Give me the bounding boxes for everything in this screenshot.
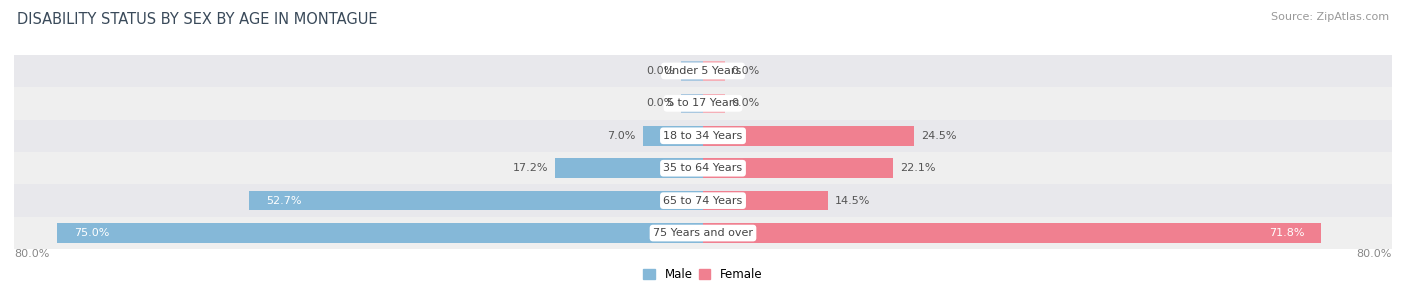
Bar bbox=[682, 61, 703, 81]
Text: 75 Years and over: 75 Years and over bbox=[652, 228, 754, 238]
Bar bbox=[14, 55, 1392, 87]
Bar bbox=[703, 158, 893, 178]
Bar bbox=[14, 87, 1392, 119]
Bar bbox=[703, 223, 1322, 243]
Text: 0.0%: 0.0% bbox=[731, 66, 759, 76]
Bar bbox=[703, 94, 724, 113]
Text: 80.0%: 80.0% bbox=[1357, 249, 1392, 259]
Bar bbox=[682, 94, 703, 113]
Bar bbox=[643, 126, 703, 146]
Text: 71.8%: 71.8% bbox=[1268, 228, 1305, 238]
Text: 65 to 74 Years: 65 to 74 Years bbox=[664, 196, 742, 206]
Text: 52.7%: 52.7% bbox=[266, 196, 302, 206]
Text: 22.1%: 22.1% bbox=[900, 163, 936, 173]
Text: 80.0%: 80.0% bbox=[14, 249, 49, 259]
Text: 0.0%: 0.0% bbox=[647, 98, 675, 108]
Text: Source: ZipAtlas.com: Source: ZipAtlas.com bbox=[1271, 12, 1389, 22]
Text: 24.5%: 24.5% bbox=[921, 131, 956, 141]
Text: 7.0%: 7.0% bbox=[607, 131, 636, 141]
Text: 14.5%: 14.5% bbox=[835, 196, 870, 206]
Text: 35 to 64 Years: 35 to 64 Years bbox=[664, 163, 742, 173]
Bar bbox=[14, 119, 1392, 152]
Bar bbox=[703, 61, 724, 81]
Text: 0.0%: 0.0% bbox=[731, 98, 759, 108]
Bar bbox=[14, 185, 1392, 217]
Text: Under 5 Years: Under 5 Years bbox=[665, 66, 741, 76]
Bar bbox=[58, 223, 703, 243]
Text: 0.0%: 0.0% bbox=[647, 66, 675, 76]
Text: 18 to 34 Years: 18 to 34 Years bbox=[664, 131, 742, 141]
Bar bbox=[555, 158, 703, 178]
Legend: Male, Female: Male, Female bbox=[638, 264, 768, 286]
Bar bbox=[14, 217, 1392, 249]
Bar bbox=[14, 152, 1392, 185]
Text: 75.0%: 75.0% bbox=[75, 228, 110, 238]
Text: 17.2%: 17.2% bbox=[513, 163, 548, 173]
Text: 5 to 17 Years: 5 to 17 Years bbox=[666, 98, 740, 108]
Text: DISABILITY STATUS BY SEX BY AGE IN MONTAGUE: DISABILITY STATUS BY SEX BY AGE IN MONTA… bbox=[17, 12, 377, 27]
Bar bbox=[249, 191, 703, 210]
Bar bbox=[703, 191, 828, 210]
Bar bbox=[703, 126, 914, 146]
